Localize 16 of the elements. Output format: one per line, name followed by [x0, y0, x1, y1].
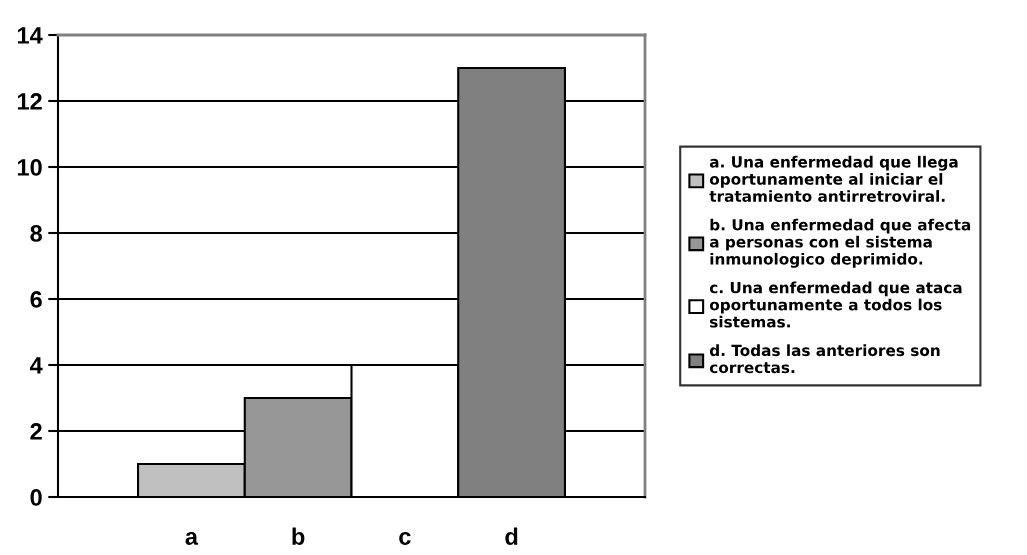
y-tick-label: 12 — [17, 93, 42, 110]
legend-label: b. Una enfermedad que afecta a personas con el sistema inmunologico deprimido. — [709, 218, 971, 268]
y-tick-label: 10 — [17, 159, 42, 176]
y-tick-label: 4 — [29, 357, 43, 374]
y-tick-label: 14 — [17, 27, 43, 44]
y-tick-label: 8 — [30, 225, 42, 242]
y-tick-label: 2 — [30, 423, 42, 440]
legend-label: c. Una enfermedad que ataca oportunamente a todos los sistemas. — [709, 281, 962, 328]
y-tick-label: 0 — [30, 489, 42, 506]
legend-label: a. Una enfermedad que llega oportunamente al iniciar el tratamiento antirretroviral. — [709, 155, 958, 202]
x-tick-label: d — [505, 527, 518, 545]
x-tick-label: c — [399, 531, 411, 545]
y-tick-label: 6 — [30, 291, 42, 308]
x-tick-label: a — [185, 531, 199, 545]
x-tick-label: b — [292, 527, 305, 545]
legend-label: d. Todas las anteriores son correctas. — [709, 344, 940, 374]
